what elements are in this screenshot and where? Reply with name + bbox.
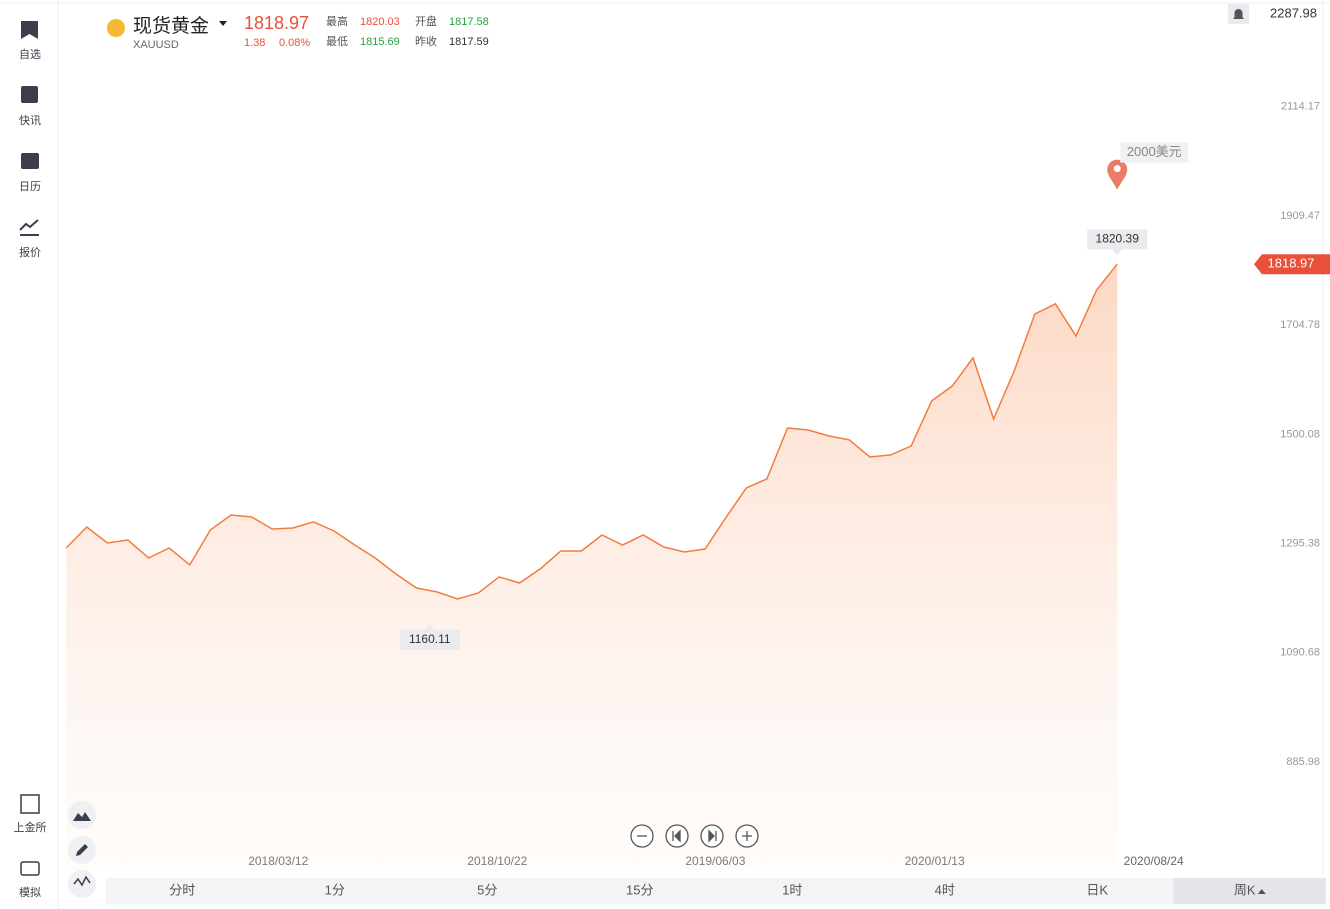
low-marker-pointer <box>424 623 435 630</box>
y-tick-label: 885.98 <box>1286 756 1320 768</box>
tab[interactable]: 15分 <box>626 882 653 897</box>
y-tick-label: 1500.08 <box>1280 428 1320 440</box>
alert-label: 2000美元 <box>1127 144 1182 159</box>
dropdown-arrow[interactable] <box>219 21 227 26</box>
stat-label: 最高 <box>326 14 348 28</box>
symbol-code: XAUUSD <box>133 39 179 51</box>
tab[interactable]: 分时 <box>169 882 195 897</box>
low-marker-label: 1160.11 <box>409 632 451 646</box>
stat-label: 昨收 <box>415 34 437 48</box>
icon <box>708 829 717 843</box>
area-fill <box>66 264 1118 870</box>
symbol-icon <box>107 19 125 37</box>
icon <box>73 812 91 821</box>
nav-calendar[interactable]: 日历 <box>19 153 41 193</box>
bell-icon <box>1233 9 1244 19</box>
tab-active-bg <box>1173 878 1326 904</box>
price-line <box>65 263 1118 600</box>
tab[interactable]: 1时 <box>782 882 802 897</box>
change: 1.38 <box>244 37 265 49</box>
icon <box>20 861 40 876</box>
tools <box>68 801 96 898</box>
icon <box>21 21 38 39</box>
icon <box>73 875 91 887</box>
icon <box>76 844 88 856</box>
tab[interactable]: 1分 <box>325 882 345 897</box>
nav-watchlist[interactable]: 自选 <box>19 21 41 61</box>
nav-quotes[interactable]: 报价 <box>19 219 41 259</box>
y-tick-label: 1909.47 <box>1280 210 1320 222</box>
symbol-name[interactable]: 现货黄金 <box>133 15 209 37</box>
stat-value: 1820.03 <box>360 16 400 28</box>
x-tick-label: 2020/08/24 <box>1124 854 1184 868</box>
nav-label: 报价 <box>19 245 41 259</box>
price: 1818.97 <box>244 13 309 33</box>
nav-label: 快讯 <box>19 114 41 127</box>
icon <box>742 831 752 841</box>
stat-label: 最低 <box>326 35 348 48</box>
chart: 885.98 1090.68 1295.38 1500.08 1704.78 1909.4… <box>65 5 1330 870</box>
icon <box>21 153 39 169</box>
high-marker-box <box>1087 229 1148 250</box>
icon <box>672 829 681 843</box>
nav-label: 上金所 <box>14 820 47 834</box>
y-tick-label: 2287.98 <box>1270 5 1317 20</box>
low-marker-box <box>399 629 460 650</box>
tab[interactable]: 5分 <box>477 882 497 897</box>
nav-sge[interactable]: 上金所 <box>14 794 47 834</box>
high-marker-pointer <box>1112 249 1123 256</box>
y-tick-label: 1295.38 <box>1280 537 1320 549</box>
tab[interactable]: 4时 <box>935 882 955 897</box>
change-pct: 0.08% <box>279 37 310 49</box>
nav-label: 模拟 <box>19 885 41 899</box>
y-tick-label: 1090.68 <box>1280 647 1320 659</box>
nav-label: 日历 <box>19 180 41 193</box>
nav-news[interactable]: 快讯 <box>19 86 41 127</box>
alert-label-box <box>1120 142 1189 163</box>
y-tick-label: 1704.78 <box>1280 319 1320 331</box>
nav-simulate[interactable]: 模拟 <box>19 861 41 899</box>
tab-bar <box>106 878 1326 904</box>
sidebar: 自选 快讯 日历 报价 上金所 模拟 <box>14 21 47 899</box>
nav-buttons <box>630 824 759 848</box>
high-marker-label: 1820.39 <box>1096 232 1140 246</box>
alert-pin-hole <box>1113 165 1121 173</box>
tab[interactable]: 周K <box>1234 882 1256 897</box>
price-tag-label: 1818.97 <box>1268 256 1315 271</box>
icon <box>21 86 38 103</box>
stat-value: 1817.58 <box>449 16 489 28</box>
alert-pin[interactable] <box>1107 159 1128 190</box>
tab-arrow <box>1257 889 1266 894</box>
stat-value: 1817.59 <box>449 36 489 48</box>
tool-area[interactable] <box>68 801 96 829</box>
tab[interactable]: 日K <box>1086 882 1108 897</box>
icon <box>19 219 39 231</box>
stat-value: 1815.69 <box>360 36 400 48</box>
tabs: 分时 1分 5分 15分 1时 4时 日K 周K <box>169 878 1326 904</box>
quote-header: 现货黄金 XAUUSD 1818.97 1.38 0.08% 最高 1820.0… <box>107 13 489 51</box>
price-tag <box>1254 254 1330 275</box>
stat-label: 开盘 <box>415 14 437 28</box>
icon <box>20 794 40 814</box>
nav-label: 自选 <box>19 48 41 61</box>
y-tick-label: 2114.17 <box>1281 101 1320 113</box>
